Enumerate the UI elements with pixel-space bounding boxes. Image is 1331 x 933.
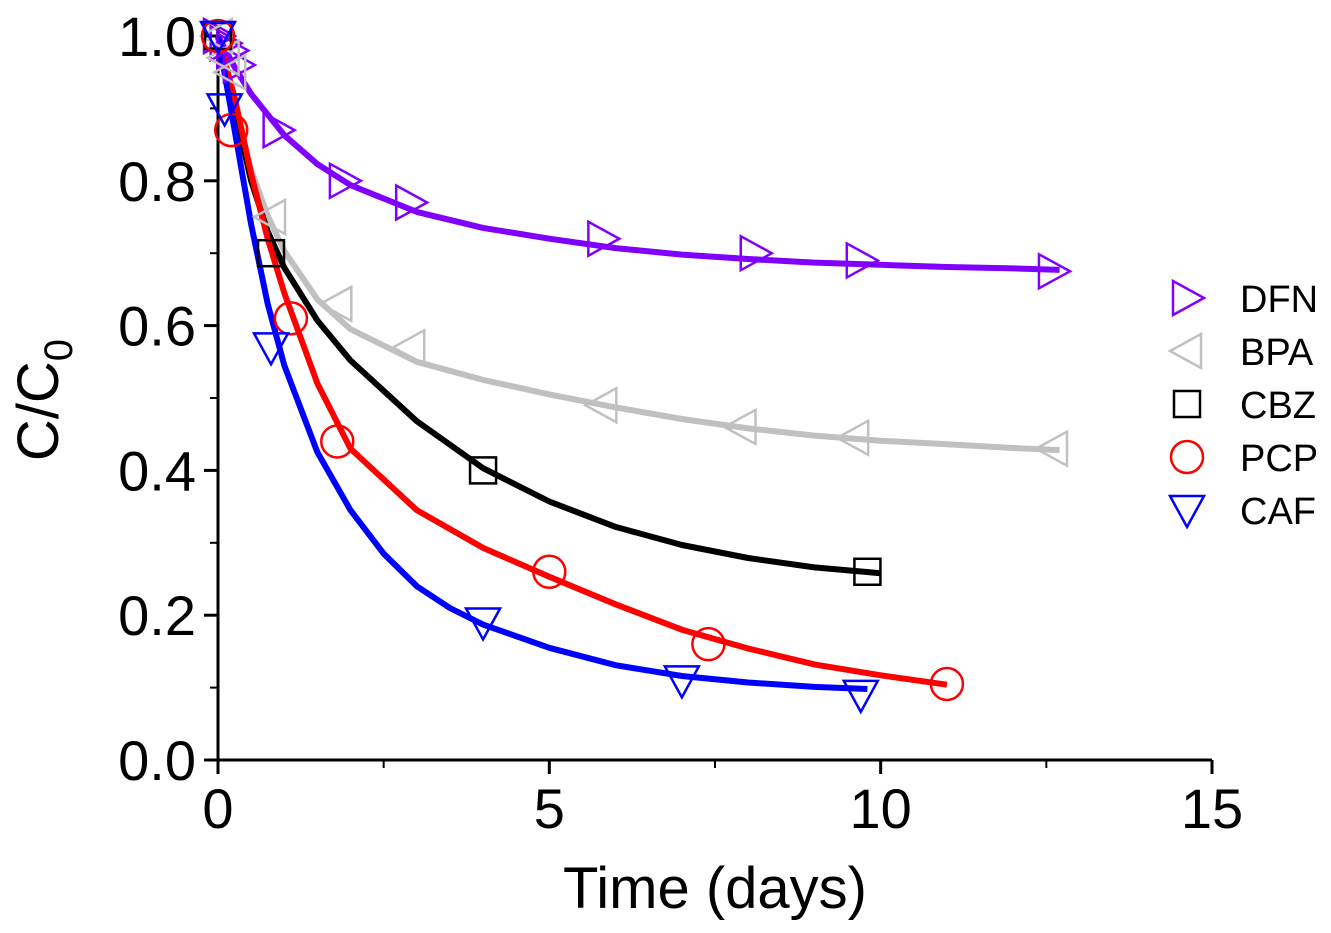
data-point-bpa <box>834 418 870 457</box>
data-point-dfn <box>587 219 622 258</box>
x-tick-label: 5 <box>534 777 565 840</box>
y-tick-label: 0.6 <box>118 295 196 358</box>
x-axis-title: Time (days) <box>563 856 867 921</box>
legend-marker-bpa <box>1167 331 1203 371</box>
legend-marker-cbz <box>1172 389 1202 419</box>
legend-label-pcp: PCP <box>1240 438 1318 480</box>
data-point-cbz <box>853 557 882 587</box>
y-tick-label: 0.8 <box>118 150 196 213</box>
x-tick-label: 0 <box>202 777 233 840</box>
data-point-caf <box>662 665 701 700</box>
x-tick-label: 10 <box>850 777 912 840</box>
legend-label-dfn: DFN <box>1240 279 1318 321</box>
fit-line-caf <box>215 35 868 692</box>
data-point-pcp <box>929 666 965 702</box>
fit-line-pcp <box>215 35 948 688</box>
data-point-pcp <box>532 554 567 590</box>
data-point-bpa <box>582 386 618 425</box>
data-point-dfn <box>845 241 881 280</box>
series-cbz-markers <box>203 21 882 587</box>
data-point-bpa <box>211 53 247 92</box>
data-point-cbz <box>256 238 286 268</box>
legend-marker-caf <box>1167 494 1207 530</box>
y-tick-label: 0.0 <box>118 729 196 792</box>
data-point-bpa <box>721 407 757 447</box>
data-point-caf <box>463 607 503 643</box>
data-point-pcp <box>691 626 726 662</box>
data-point-caf <box>198 20 238 56</box>
data-point-caf <box>841 679 880 715</box>
data-point-caf <box>251 332 291 367</box>
fit-line-dfn <box>215 34 1060 273</box>
fit-lines <box>215 34 1060 692</box>
y-tick-label: 1.0 <box>118 5 196 68</box>
data-point-dfn <box>328 161 364 200</box>
y-tick-label: 0.2 <box>118 584 196 647</box>
data-point-dfn <box>394 183 430 222</box>
y-axis-title: C/C0 <box>6 339 81 461</box>
legend-marker-dfn <box>1171 278 1207 318</box>
fit-line-bpa <box>215 35 1060 454</box>
data-point-cbz <box>468 456 498 485</box>
data-point-dfn <box>739 234 775 273</box>
data-point-dfn <box>262 111 298 150</box>
x-tick-label: 15 <box>1181 777 1243 840</box>
data-point-bpa <box>317 284 353 323</box>
legend: DFN BPA CBZ PCP CAF <box>1167 278 1318 533</box>
data-point-bpa <box>390 328 426 367</box>
data-point-dfn <box>1037 252 1073 291</box>
legend-label-caf: CAF <box>1240 491 1316 533</box>
data-markers <box>198 16 1073 715</box>
legend-marker-pcp <box>1169 439 1205 475</box>
y-axis-title-subscript: 0 <box>37 339 81 361</box>
fit-line-cbz <box>215 35 881 577</box>
legend-label-bpa: BPA <box>1240 332 1314 374</box>
data-point-dfn <box>209 24 245 63</box>
data-point-pcp <box>320 424 355 459</box>
data-point-bpa <box>1033 429 1069 468</box>
series-bpa-markers <box>198 16 1069 468</box>
data-point-pcp <box>273 301 309 336</box>
y-tick-label: 0.4 <box>118 439 196 502</box>
data-point-bpa <box>251 197 287 237</box>
legend-label-cbz: CBZ <box>1240 385 1316 427</box>
series-pcp-markers <box>200 18 965 702</box>
data-point-caf <box>205 93 244 128</box>
series-caf-markers <box>198 20 880 715</box>
y-axis-title-main: C/C <box>6 361 71 461</box>
axes: 0 5 10 15 0.0 0.2 0.4 0.6 0.8 1.0 <box>118 5 1243 840</box>
